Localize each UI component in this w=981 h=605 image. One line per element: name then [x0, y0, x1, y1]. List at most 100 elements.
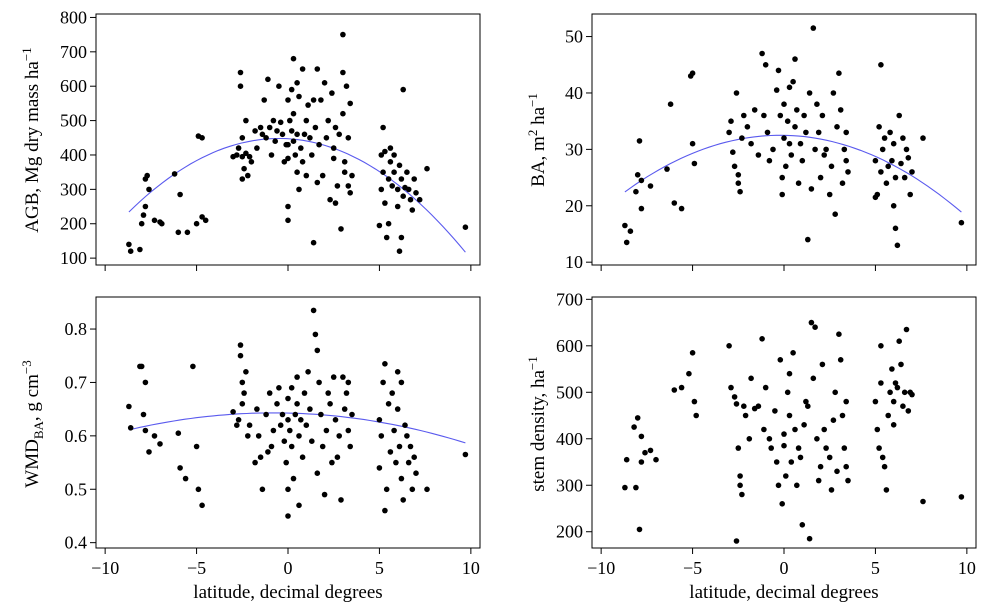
y-tick-label-wmd: 0.6: [65, 426, 88, 446]
data-point-ba: [638, 177, 645, 184]
data-point-wmd: [334, 454, 341, 461]
data-point-wmd: [319, 443, 326, 450]
data-point-ba: [623, 239, 630, 246]
data-point-agb: [285, 141, 291, 148]
data-point-stem-density: [890, 398, 897, 405]
data-point-stem-density: [839, 412, 846, 419]
data-point-wmd: [259, 486, 266, 493]
data-point-stem-density: [887, 389, 893, 396]
data-point-agb: [391, 152, 397, 158]
data-point-stem-density: [741, 403, 747, 410]
data-point-agb: [385, 176, 392, 182]
data-point-ba: [843, 129, 849, 136]
data-point-agb: [310, 239, 317, 246]
data-point-agb: [400, 193, 407, 199]
y-tick-label-agb: 600: [60, 76, 87, 96]
data-point-agb: [394, 186, 401, 193]
data-point-agb: [276, 83, 282, 89]
data-point-wmd: [340, 374, 346, 380]
data-point-wmd: [307, 406, 313, 412]
data-point-wmd: [301, 390, 308, 396]
data-point-agb: [349, 172, 355, 179]
data-point-ba: [878, 62, 884, 68]
data-point-stem-density: [678, 384, 685, 391]
data-point-ba: [731, 163, 738, 170]
data-point-agb: [303, 172, 310, 179]
data-point-agb: [127, 248, 134, 254]
ylabel-stem-density: stem density, ha−1: [525, 356, 549, 492]
data-point-agb: [279, 131, 286, 138]
data-point-agb: [316, 141, 322, 148]
data-point-ba: [958, 219, 965, 226]
data-point-agb: [318, 97, 324, 103]
data-point-agb: [296, 93, 302, 100]
data-point-wmd: [287, 427, 293, 434]
panel-agb: 100 200 300 400 500 600 700 800 AGB, Mg dry mas…: [19, 7, 481, 271]
data-point-agb: [321, 80, 328, 86]
data-point-agb: [140, 212, 147, 218]
data-point-ba: [815, 129, 822, 136]
data-point-stem-density: [830, 417, 837, 424]
data-point-ba: [781, 135, 787, 141]
data-point-ba: [810, 25, 817, 31]
data-point-wmd: [182, 475, 189, 482]
data-point-ba: [751, 107, 758, 113]
data-point-agb: [239, 153, 246, 160]
data-point-agb: [257, 124, 264, 131]
data-point-wmd: [294, 374, 300, 380]
y-tick-label-wmd: 0.7: [65, 372, 88, 392]
data-point-stem-density: [671, 387, 678, 393]
data-point-ba: [781, 101, 787, 107]
data-point-ba: [821, 152, 827, 158]
data-point-stem-density: [894, 384, 901, 391]
data-point-ba: [795, 180, 802, 186]
data-point-ba: [830, 90, 837, 96]
data-point-agb: [285, 217, 291, 224]
data-point-stem-density: [896, 338, 902, 345]
data-point-agb: [309, 152, 315, 158]
data-point-stem-density: [890, 422, 897, 428]
data-point-ba: [896, 112, 902, 119]
xlabel-left: latitude, decimal degrees: [193, 582, 382, 603]
data-point-stem-density: [817, 463, 824, 470]
data-point-stem-density: [783, 473, 789, 479]
data-point-agb: [294, 80, 300, 86]
data-point-stem-density: [892, 380, 899, 386]
data-point-agb: [274, 128, 280, 134]
x-tick-label-stem-density: −10: [587, 558, 615, 578]
data-point-ba: [876, 124, 882, 130]
data-point-ba: [826, 191, 833, 198]
data-point-stem-density: [810, 375, 817, 382]
data-point-stem-density: [781, 442, 787, 449]
data-point-agb: [234, 152, 240, 158]
data-point-agb: [261, 97, 268, 103]
data-point-agb: [263, 135, 269, 141]
data-point-agb: [285, 97, 291, 103]
data-point-wmd: [299, 454, 306, 461]
data-point-wmd: [327, 401, 333, 407]
data-point-stem-density: [689, 350, 696, 356]
data-point-agb: [391, 169, 397, 175]
data-point-agb: [239, 176, 246, 182]
data-point-wmd: [343, 390, 350, 396]
data-point-agb: [340, 31, 346, 38]
x-tick-label-wmd: 5: [375, 558, 384, 578]
data-point-wmd: [270, 427, 277, 434]
data-point-wmd: [389, 390, 396, 396]
data-point-agb: [239, 135, 246, 141]
data-point-wmd: [329, 459, 335, 466]
data-point-ba: [762, 62, 769, 68]
data-point-wmd: [263, 411, 269, 418]
data-point-wmd: [142, 427, 149, 434]
data-point-stem-density: [746, 436, 753, 442]
data-point-stem-density: [728, 384, 734, 391]
data-point-agb: [287, 117, 293, 124]
data-point-agb: [462, 224, 469, 230]
data-point-agb: [142, 203, 149, 210]
data-point-ba: [735, 172, 742, 178]
data-point-agb: [341, 169, 348, 175]
data-point-ba: [839, 180, 846, 186]
data-point-agb: [248, 159, 255, 165]
data-point-stem-density: [797, 454, 804, 461]
data-point-wmd: [341, 406, 348, 412]
